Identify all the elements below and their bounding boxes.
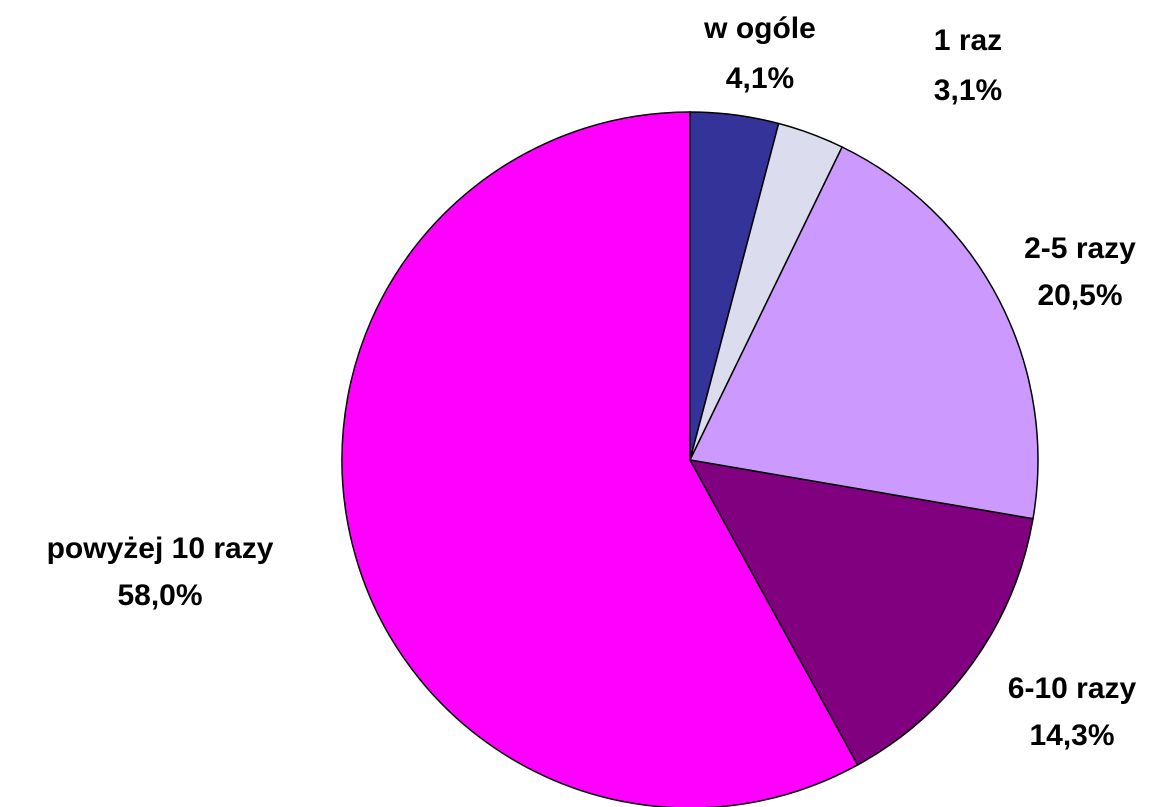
pie-slice xyxy=(688,146,1039,520)
pie-slice xyxy=(688,458,1034,766)
slice-label: 1 raz xyxy=(934,24,1002,57)
slice-value-label: 58,0% xyxy=(117,579,202,612)
slice-value-label: 20,5% xyxy=(1037,279,1122,312)
slice-label: powyżej 10 razy xyxy=(47,532,274,565)
slice-value-label: 3,1% xyxy=(934,74,1002,107)
slice-label: 2-5 razy xyxy=(1024,232,1136,265)
slice-label: 6-10 razy xyxy=(1008,672,1137,705)
slice-value-label: 4,1% xyxy=(726,62,794,95)
slice-label: w ogóle xyxy=(703,12,816,45)
pie-slice xyxy=(341,111,859,807)
slice-value-label: 14,3% xyxy=(1029,719,1114,752)
